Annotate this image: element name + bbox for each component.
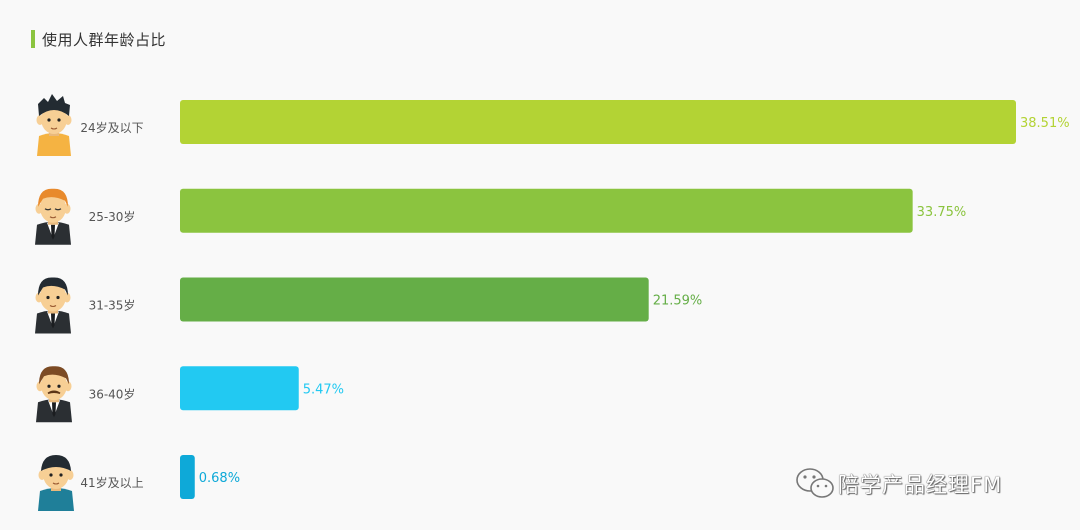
bar	[180, 188, 913, 233]
value-label: 0.68%	[199, 471, 240, 486]
category-label: 36-40岁	[89, 386, 136, 401]
category-label: 41岁及以上	[80, 475, 143, 490]
old-man-icon	[38, 455, 74, 511]
wechat-icon	[796, 468, 834, 498]
value-label: 38.51%	[1020, 116, 1070, 131]
suit-man-icon	[35, 277, 71, 334]
chart-title: 使用人群年龄占比	[42, 30, 167, 49]
bar	[180, 366, 299, 411]
watermark: 陪学产品经理FM	[794, 466, 1002, 502]
value-label: 21.59%	[653, 294, 703, 309]
chart-title-group: 使用人群年龄占比	[31, 29, 166, 49]
value-label: 33.75%	[917, 205, 967, 220]
bar	[180, 455, 195, 499]
bar	[180, 277, 649, 322]
watermark-text: 陪学产品经理FM	[838, 473, 1003, 497]
bar	[180, 100, 1016, 144]
title-accent-bar	[31, 30, 35, 48]
category-label: 24岁及以下	[80, 120, 143, 135]
value-label: 5.47%	[303, 382, 344, 397]
boy-avatar-icon	[36, 94, 72, 156]
mustache-man-icon	[36, 366, 72, 423]
category-label: 25-30岁	[89, 209, 136, 224]
category-label: 31-35岁	[89, 298, 136, 313]
orange-hair-man-icon	[35, 188, 71, 245]
